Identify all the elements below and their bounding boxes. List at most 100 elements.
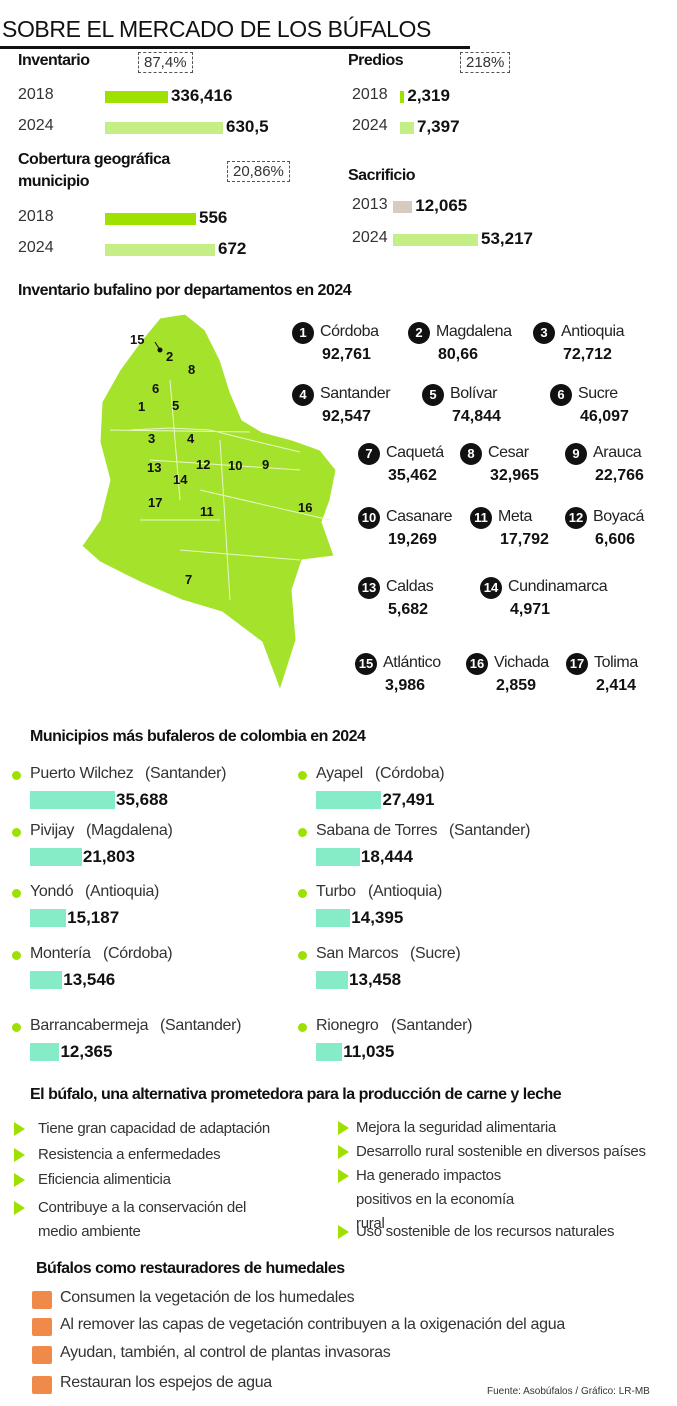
section-title: Cobertura geográfica municipio (18, 151, 170, 190)
map-borders (109, 379, 331, 601)
benefit: Resistencia a enfermedades (38, 1146, 221, 1163)
dept-value: 5,682 (388, 601, 429, 618)
bar-label: 13,546 (63, 970, 116, 989)
muni-name: Ayapel (316, 765, 363, 782)
dept-value: 92,547 (322, 408, 371, 425)
dept-name: Magdalena (436, 323, 512, 340)
muni-name: Sabana de Torres (316, 822, 438, 839)
map-number: 2 (166, 349, 174, 364)
bar (105, 244, 215, 256)
dept-value: 74,844 (452, 408, 501, 425)
year-label: 2013 (352, 196, 388, 213)
dept-value: 46,097 (580, 408, 629, 425)
dept-name: Tolima (594, 654, 638, 671)
benefit: Desarrollo rural sostenible en diversos … (356, 1143, 646, 1160)
change-box: 218% (460, 52, 511, 73)
dept-name: Arauca (593, 444, 642, 461)
section-title: Búfalos como restauradores de humedales (36, 1260, 345, 1277)
source: Fuente: Asobúfalos / Gráfico: LR-MB (487, 1386, 650, 1397)
muni-name: Rionegro (316, 1017, 379, 1034)
bar-label: 14,395 (351, 908, 404, 927)
map-number: 6 (152, 381, 160, 396)
benefit: Eficiencia alimenticia (38, 1171, 171, 1188)
bar (316, 848, 360, 866)
dept-value: 92,761 (322, 346, 371, 363)
map-number: 17 (148, 495, 163, 510)
bar (393, 201, 413, 213)
muni-dept: (Santander) (391, 1017, 473, 1034)
dept-number: 7 (358, 443, 380, 465)
bar (30, 848, 82, 866)
muni-name: Yondó (30, 883, 74, 900)
year-label: 2018 (352, 86, 388, 103)
wetland-icon (32, 1376, 52, 1394)
muni-dept: (Sucre) (410, 945, 461, 962)
benefit: Uso sostenible de los recursos naturales (356, 1223, 615, 1240)
dept-name: Atlántico (383, 654, 441, 671)
bar-label: 12,365 (60, 1042, 113, 1061)
title: SOBRE EL MERCADO DE LOS BÚFALOS (2, 16, 431, 42)
muni-dept: (Córdoba) (103, 945, 173, 962)
dept-number: 2 (408, 322, 430, 344)
benefit: Tiene gran capacidad de adaptación (38, 1120, 270, 1137)
bar (30, 971, 63, 989)
dept-number: 4 (292, 384, 314, 406)
dept-name: Caquetá (386, 444, 444, 461)
section-title: Predios (348, 52, 404, 69)
dept-name: Santander (320, 385, 391, 402)
map-number: 9 (262, 457, 270, 472)
dept-number: 5 (422, 384, 444, 406)
muni-dept: (Antioquia) (85, 883, 160, 900)
dept-value: 4,971 (510, 601, 551, 618)
bar (400, 91, 405, 103)
dept-value: 2,414 (596, 677, 637, 694)
bullet (298, 1023, 307, 1032)
section-title: Municipios más bufaleros de colombia en … (30, 728, 366, 745)
change-box: 87,4% (138, 52, 193, 73)
map-number: 10 (228, 458, 243, 473)
bar-label: 21,803 (82, 847, 135, 866)
dept-value: 72,712 (563, 346, 612, 363)
section-title: Sacrificio (348, 167, 416, 184)
bar-label: 15,187 (67, 908, 120, 927)
bullet (12, 771, 21, 780)
muni-dept: (Santander) (145, 765, 227, 782)
triangle (14, 1148, 25, 1162)
bullet (12, 951, 21, 960)
dept-number: 13 (358, 577, 380, 599)
map-number: 4 (187, 431, 195, 446)
map-number: 3 (148, 431, 156, 446)
dept-name: Antioquia (561, 323, 625, 340)
triangle (14, 1122, 25, 1136)
dept-value: 35,462 (388, 467, 437, 484)
muni-dept: (Santander) (449, 822, 531, 839)
bar (316, 791, 382, 809)
bullet (298, 889, 307, 898)
wetland-icon (32, 1346, 52, 1364)
map-number: 1 (138, 399, 146, 414)
dept-number: 12 (565, 507, 587, 529)
muni-dept: (Magdalena) (86, 822, 173, 839)
bullet (298, 951, 307, 960)
section-title: Inventario (18, 52, 90, 69)
map-borders (129, 427, 301, 453)
benefit: Ha generado impactos positivos en la eco… (356, 1167, 514, 1232)
dept-name: Vichada (494, 654, 549, 671)
wetland-item: Restauran los espejos de agua (60, 1374, 272, 1391)
bar (316, 1043, 343, 1061)
triangle (14, 1173, 25, 1187)
triangle (338, 1169, 349, 1183)
year-label: 2018 (18, 86, 54, 103)
section-title: Inventario bufalino por departamentos en… (18, 282, 352, 299)
year-label: 2024 (18, 239, 54, 256)
muni-dept: (Córdoba) (375, 765, 445, 782)
wetland-item: Al remover las capas de vegetación contr… (60, 1316, 565, 1333)
dept-number: 1 (292, 322, 314, 344)
dept-name: Cundinamarca (508, 578, 608, 595)
wetland-item: Ayudan, también, al control de plantas i… (60, 1344, 391, 1361)
wetland-item: Consumen la vegetación de los humedales (60, 1289, 355, 1306)
map-number: 7 (185, 572, 193, 587)
map-number: 11 (200, 504, 214, 519)
